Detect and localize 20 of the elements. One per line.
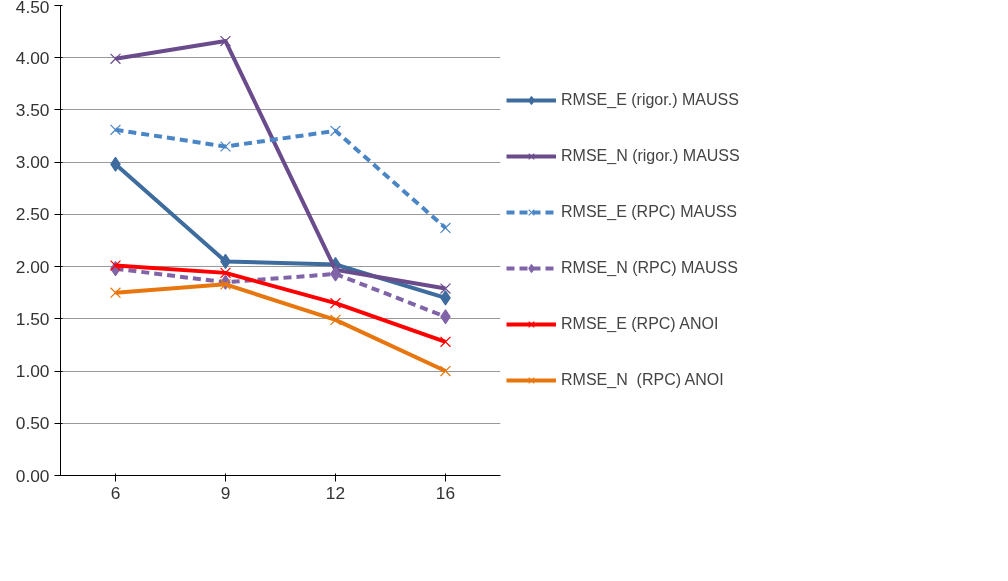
legend-label: RMSE_E (RPC) ANOI <box>561 315 719 333</box>
y-tick-label: 3.00 <box>15 152 50 173</box>
y-tick-label: 4.00 <box>15 47 50 68</box>
y-tick-label: 1.50 <box>15 308 50 329</box>
legend-label: RMSE_N (RPC) MAUSS <box>561 259 738 277</box>
x-tick-label: 16 <box>435 482 456 503</box>
legend-label: RMSE_E (RPC) MAUSS <box>561 203 738 221</box>
legend-label: RMSE_N (rigor.) MAUSS <box>561 147 740 165</box>
y-tick-label: 2.00 <box>15 256 50 277</box>
x-tick-label: 12 <box>325 482 346 503</box>
legend-label: RMSE_N (RPC) ANOI <box>561 371 724 389</box>
x-tick-label: 6 <box>110 482 121 503</box>
y-tick-label: 0.50 <box>15 413 50 434</box>
y-tick-label: 2.50 <box>15 204 50 225</box>
y-tick-label: 0.00 <box>15 465 50 486</box>
y-tick-label: 1.00 <box>15 361 50 382</box>
legend-label: RMSE_E (rigor.) MAUSS <box>561 91 739 109</box>
x-tick-label: 9 <box>220 482 231 503</box>
y-tick-label: 4.50 <box>15 0 50 17</box>
y-tick-label: 3.50 <box>15 99 50 120</box>
